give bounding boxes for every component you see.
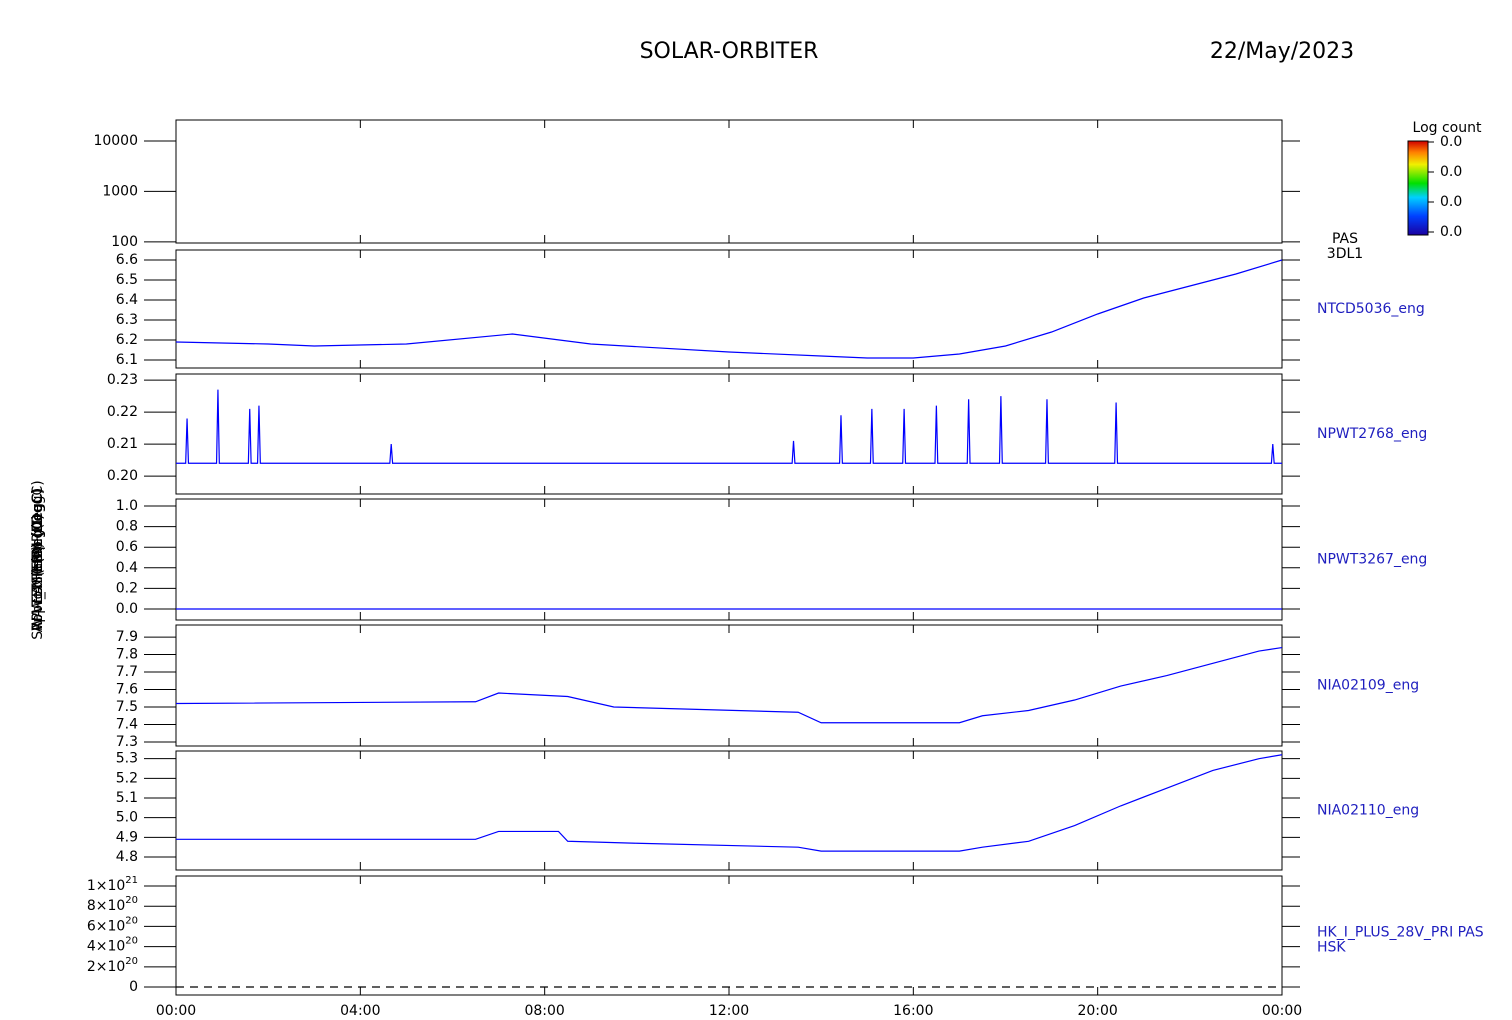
y-tick-label: 0.23	[107, 372, 138, 388]
y-tick-label: 0.21	[107, 436, 138, 452]
y-tick-label: 6×1020	[87, 915, 138, 934]
colorbar-tick-label: 0.0	[1440, 164, 1462, 180]
y-tick-label: 4.9	[116, 829, 138, 845]
tick-mantissa: 1.0	[116, 498, 138, 514]
y-tick-label: 10000	[93, 133, 138, 149]
y-tick-label: 5.2	[116, 770, 138, 786]
tick-mantissa: 1×10	[87, 878, 125, 894]
panel-label: 3DL1	[1327, 246, 1363, 262]
y-tick-label: 1.0	[116, 498, 138, 514]
tick-exponent: 20	[125, 956, 138, 967]
y-tick-label: 8×1020	[87, 895, 138, 914]
tick-exponent: 21	[125, 875, 138, 886]
y-axis-label: TEMP (DegC)	[30, 514, 46, 606]
series-line	[175, 646, 1283, 724]
tick-exponent: 20	[125, 936, 138, 947]
tick-mantissa: 0.0	[116, 601, 138, 617]
series-line	[176, 754, 1283, 852]
panel-frame	[175, 875, 1283, 996]
tick-mantissa: 8×10	[87, 898, 125, 914]
y-axis-label: (mA)	[30, 543, 46, 577]
colorbar-tick-label: 0.0	[1440, 224, 1462, 240]
y-tick-label: 6.5	[116, 272, 138, 288]
panel-frame	[175, 750, 1283, 871]
panel-frame	[175, 249, 1283, 369]
y-axis-label: SWA-EAS TEMP (DegC)	[30, 480, 46, 639]
y-tick-label: 0.0	[116, 601, 138, 617]
y-tick-label: 0	[129, 979, 138, 995]
y-axis-label: TEMP (DegC)	[30, 514, 46, 606]
colorbar-tick-label: 0.0	[1440, 194, 1462, 210]
y-tick-label: 0.8	[116, 519, 138, 535]
y-tick-label: 7.5	[116, 699, 138, 715]
y-tick-label: 6.4	[116, 292, 138, 308]
date: 22/May/2023	[1210, 39, 1354, 64]
series-label: HK_I_PLUS_28V_PRI PAS	[1317, 925, 1484, 941]
series-label: NPWT2768_eng	[1317, 426, 1427, 442]
y-tick-label: 100	[111, 234, 138, 250]
x-tick-label: 04:00	[340, 1003, 380, 1019]
colorbar-tick-label: 0.0	[1440, 134, 1462, 150]
tick-mantissa: 5.0	[116, 810, 138, 826]
y-tick-label: 7.8	[116, 647, 138, 663]
y-tick-label: 0.2	[116, 580, 138, 596]
tick-mantissa: 6×10	[87, 918, 125, 934]
panel-frame	[175, 624, 1283, 747]
series-sublabel: HSK	[1317, 940, 1346, 956]
series-label: NPWT3267_eng	[1317, 552, 1427, 568]
y-tick-label: 1000	[102, 183, 138, 199]
series-line	[175, 259, 1283, 359]
y-tick-label: 7.3	[116, 734, 138, 750]
y-tick-label: 7.6	[116, 682, 138, 698]
y-tick-label: 4.8	[116, 849, 138, 865]
tick-mantissa: 4×10	[87, 939, 125, 955]
x-tick-label: 00:00	[156, 1003, 196, 1019]
y-tick-label: 0.22	[107, 404, 138, 420]
y-tick-label: 6.6	[116, 252, 138, 268]
y-tick-label: 5.0	[116, 810, 138, 826]
y-tick-label: 0.20	[107, 468, 138, 484]
y-axis-label: (eV)	[30, 545, 46, 574]
title: SOLAR-ORBITER	[640, 39, 819, 64]
panel-frame	[175, 498, 1283, 621]
series-label: NTCD5036_eng	[1317, 301, 1425, 317]
panel-frame	[175, 373, 1283, 495]
x-tick-label: 08:00	[524, 1003, 564, 1019]
x-tick-label: 20:00	[1077, 1003, 1117, 1019]
series-line	[176, 389, 1282, 464]
tick-mantissa: 2×10	[87, 959, 125, 975]
panel-label: PAS	[1332, 231, 1358, 247]
tick-mantissa: 0.20	[107, 468, 138, 484]
y-tick-label: 6.1	[116, 352, 138, 368]
x-tick-label: 00:00	[1262, 1003, 1302, 1019]
y-tick-label: 7.7	[116, 664, 138, 680]
tick-exponent: 20	[125, 915, 138, 926]
y-tick-label: 2×1020	[87, 956, 138, 975]
y-axis-label: RPW_THERM (DegC)	[30, 489, 46, 631]
series-label: NIA02110_eng	[1317, 803, 1419, 819]
y-tick-label: 7.9	[116, 629, 138, 645]
y-tick-label: 5.3	[116, 751, 138, 767]
x-tick-label: 12:00	[709, 1003, 749, 1019]
tick-exponent: 20	[125, 895, 138, 906]
colorbar	[1407, 140, 1429, 236]
y-tick-label: 5.1	[116, 790, 138, 806]
panel-frame	[175, 119, 1283, 244]
y-tick-label: 6.2	[116, 332, 138, 348]
y-tick-label: 7.4	[116, 716, 138, 732]
y-tick-label: 0.4	[116, 560, 138, 576]
y-tick-label: 4×1020	[87, 936, 138, 955]
y-axis-label: Approx Temp (DegC)	[30, 488, 46, 632]
series-label: NIA02109_eng	[1317, 678, 1419, 694]
y-tick-label: 6.3	[116, 312, 138, 328]
colorbar-title: Log count	[1413, 120, 1482, 136]
y-tick-label: 1×1021	[87, 875, 138, 894]
y-tick-label: 0.6	[116, 539, 138, 555]
x-tick-label: 16:00	[893, 1003, 933, 1019]
